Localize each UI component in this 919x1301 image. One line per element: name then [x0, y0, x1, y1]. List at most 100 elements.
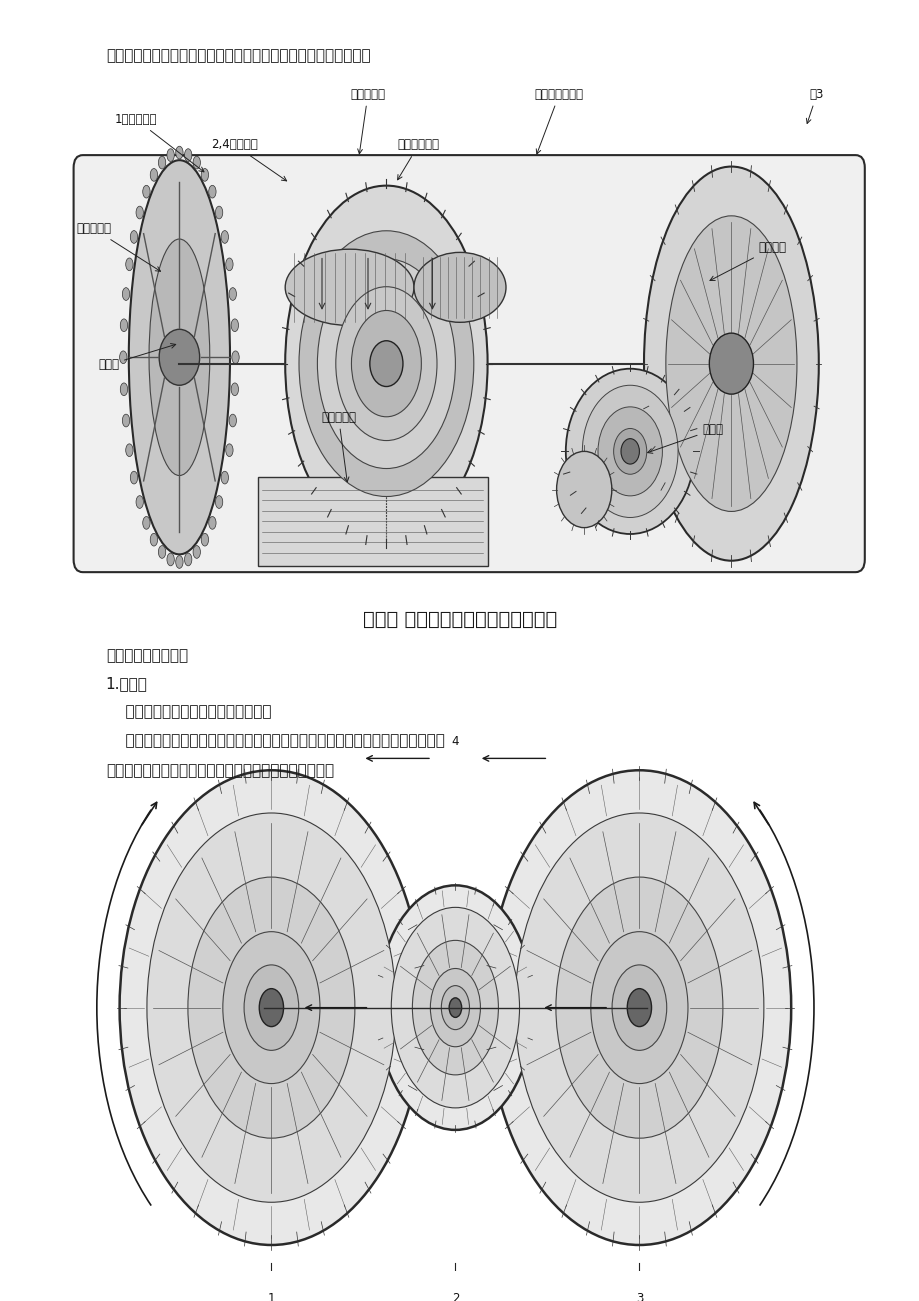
Text: 一、普通液力变矩器: 一、普通液力变矩器: [106, 648, 187, 664]
Ellipse shape: [176, 556, 183, 569]
Ellipse shape: [565, 368, 694, 533]
Ellipse shape: [221, 230, 228, 243]
Ellipse shape: [201, 533, 209, 546]
Ellipse shape: [150, 169, 157, 181]
Ellipse shape: [215, 206, 222, 219]
Ellipse shape: [129, 160, 230, 554]
Ellipse shape: [120, 319, 128, 332]
Text: 4: 4: [451, 735, 459, 748]
Text: 3: 3: [635, 1292, 642, 1301]
Ellipse shape: [136, 206, 143, 219]
Circle shape: [613, 428, 646, 475]
Ellipse shape: [158, 156, 165, 169]
Ellipse shape: [259, 989, 283, 1026]
Text: 前置前驱式一般称为自动变速驱动桥。主要用于中高级以下轿车。: 前置前驱式一般称为自动变速驱动桥。主要用于中高级以下轿车。: [106, 48, 370, 64]
Ellipse shape: [187, 877, 355, 1138]
Ellipse shape: [335, 286, 437, 441]
Ellipse shape: [185, 148, 192, 161]
Ellipse shape: [120, 382, 128, 396]
Ellipse shape: [285, 250, 414, 325]
Ellipse shape: [643, 167, 818, 561]
Ellipse shape: [185, 553, 192, 566]
FancyBboxPatch shape: [74, 155, 864, 572]
Ellipse shape: [412, 941, 498, 1075]
Ellipse shape: [225, 444, 233, 457]
Ellipse shape: [193, 545, 200, 558]
Circle shape: [709, 333, 753, 394]
Ellipse shape: [285, 186, 487, 541]
Ellipse shape: [176, 146, 183, 159]
Ellipse shape: [611, 965, 666, 1050]
Ellipse shape: [229, 288, 236, 301]
Ellipse shape: [448, 998, 461, 1017]
Ellipse shape: [430, 968, 480, 1047]
Ellipse shape: [142, 185, 150, 198]
Circle shape: [159, 329, 199, 385]
Ellipse shape: [377, 886, 533, 1129]
Ellipse shape: [166, 553, 174, 566]
Text: 2,4挡离合器: 2,4挡离合器: [211, 138, 287, 181]
Text: 无超速挡离合器: 无超速挡离合器: [534, 87, 584, 154]
Ellipse shape: [122, 414, 130, 427]
Ellipse shape: [487, 770, 790, 1245]
Ellipse shape: [119, 351, 127, 364]
Ellipse shape: [665, 216, 796, 511]
Text: 轿车因批量大，所用变矩器通常采用钢板冲压焊接而成。: 轿车因批量大，所用变矩器通常采用钢板冲压焊接而成。: [106, 762, 334, 778]
Text: 输送轴链条: 输送轴链条: [76, 222, 160, 272]
Text: 1倒挡离合器: 1倒挡离合器: [115, 113, 204, 172]
Text: 油3: 油3: [806, 87, 823, 124]
Text: 差速器: 差速器: [647, 423, 722, 453]
Text: 带有弯曲叶片的泵轮、涡轮和导轮。: 带有弯曲叶片的泵轮、涡轮和导轮。: [106, 704, 271, 719]
Ellipse shape: [627, 989, 651, 1026]
Text: 1.组成：: 1.组成：: [106, 677, 148, 691]
Ellipse shape: [221, 471, 228, 484]
Text: 液力变矩: 液力变矩: [709, 242, 786, 281]
Ellipse shape: [555, 877, 722, 1138]
Ellipse shape: [193, 156, 200, 169]
Text: 电磁阀总成: 电磁阀总成: [321, 411, 356, 481]
Ellipse shape: [299, 230, 473, 497]
Ellipse shape: [136, 496, 143, 509]
Ellipse shape: [209, 516, 216, 530]
Text: 可由铝合金铸造或钢板冲压焊接而成。军用车辆和工程机械通常采用铸造叶轮。: 可由铝合金铸造或钢板冲压焊接而成。军用车辆和工程机械通常采用铸造叶轮。: [106, 734, 444, 748]
Ellipse shape: [122, 288, 130, 301]
Ellipse shape: [150, 533, 157, 546]
Ellipse shape: [391, 907, 519, 1108]
Ellipse shape: [232, 351, 239, 364]
Ellipse shape: [142, 516, 150, 530]
Ellipse shape: [215, 496, 222, 509]
Ellipse shape: [166, 148, 174, 161]
Ellipse shape: [222, 932, 320, 1084]
FancyBboxPatch shape: [257, 476, 487, 566]
Circle shape: [582, 385, 677, 518]
Ellipse shape: [130, 471, 138, 484]
Ellipse shape: [126, 258, 133, 271]
Ellipse shape: [414, 252, 505, 323]
Text: 1: 1: [267, 1292, 275, 1301]
Ellipse shape: [209, 185, 216, 198]
Ellipse shape: [130, 230, 138, 243]
Ellipse shape: [201, 169, 209, 181]
Ellipse shape: [231, 382, 238, 396]
Ellipse shape: [441, 986, 469, 1029]
Ellipse shape: [231, 319, 238, 332]
Ellipse shape: [351, 311, 421, 416]
Circle shape: [620, 438, 639, 464]
Text: 超速挡离合器: 超速挡离合器: [397, 138, 439, 180]
Text: 倒挡离合器: 倒挡离合器: [350, 87, 385, 154]
Text: 第二节 液力变矩器的结构和工作原理: 第二节 液力变矩器的结构和工作原理: [362, 610, 557, 630]
Ellipse shape: [119, 770, 423, 1245]
Ellipse shape: [317, 259, 455, 468]
Ellipse shape: [229, 414, 236, 427]
Ellipse shape: [158, 545, 165, 558]
Ellipse shape: [225, 258, 233, 271]
Ellipse shape: [244, 965, 299, 1050]
Ellipse shape: [515, 813, 763, 1202]
Ellipse shape: [147, 813, 395, 1202]
Circle shape: [556, 451, 611, 528]
Circle shape: [597, 407, 662, 496]
Circle shape: [369, 341, 403, 386]
Text: 2: 2: [451, 1292, 459, 1301]
Ellipse shape: [590, 932, 687, 1084]
Ellipse shape: [149, 239, 210, 476]
